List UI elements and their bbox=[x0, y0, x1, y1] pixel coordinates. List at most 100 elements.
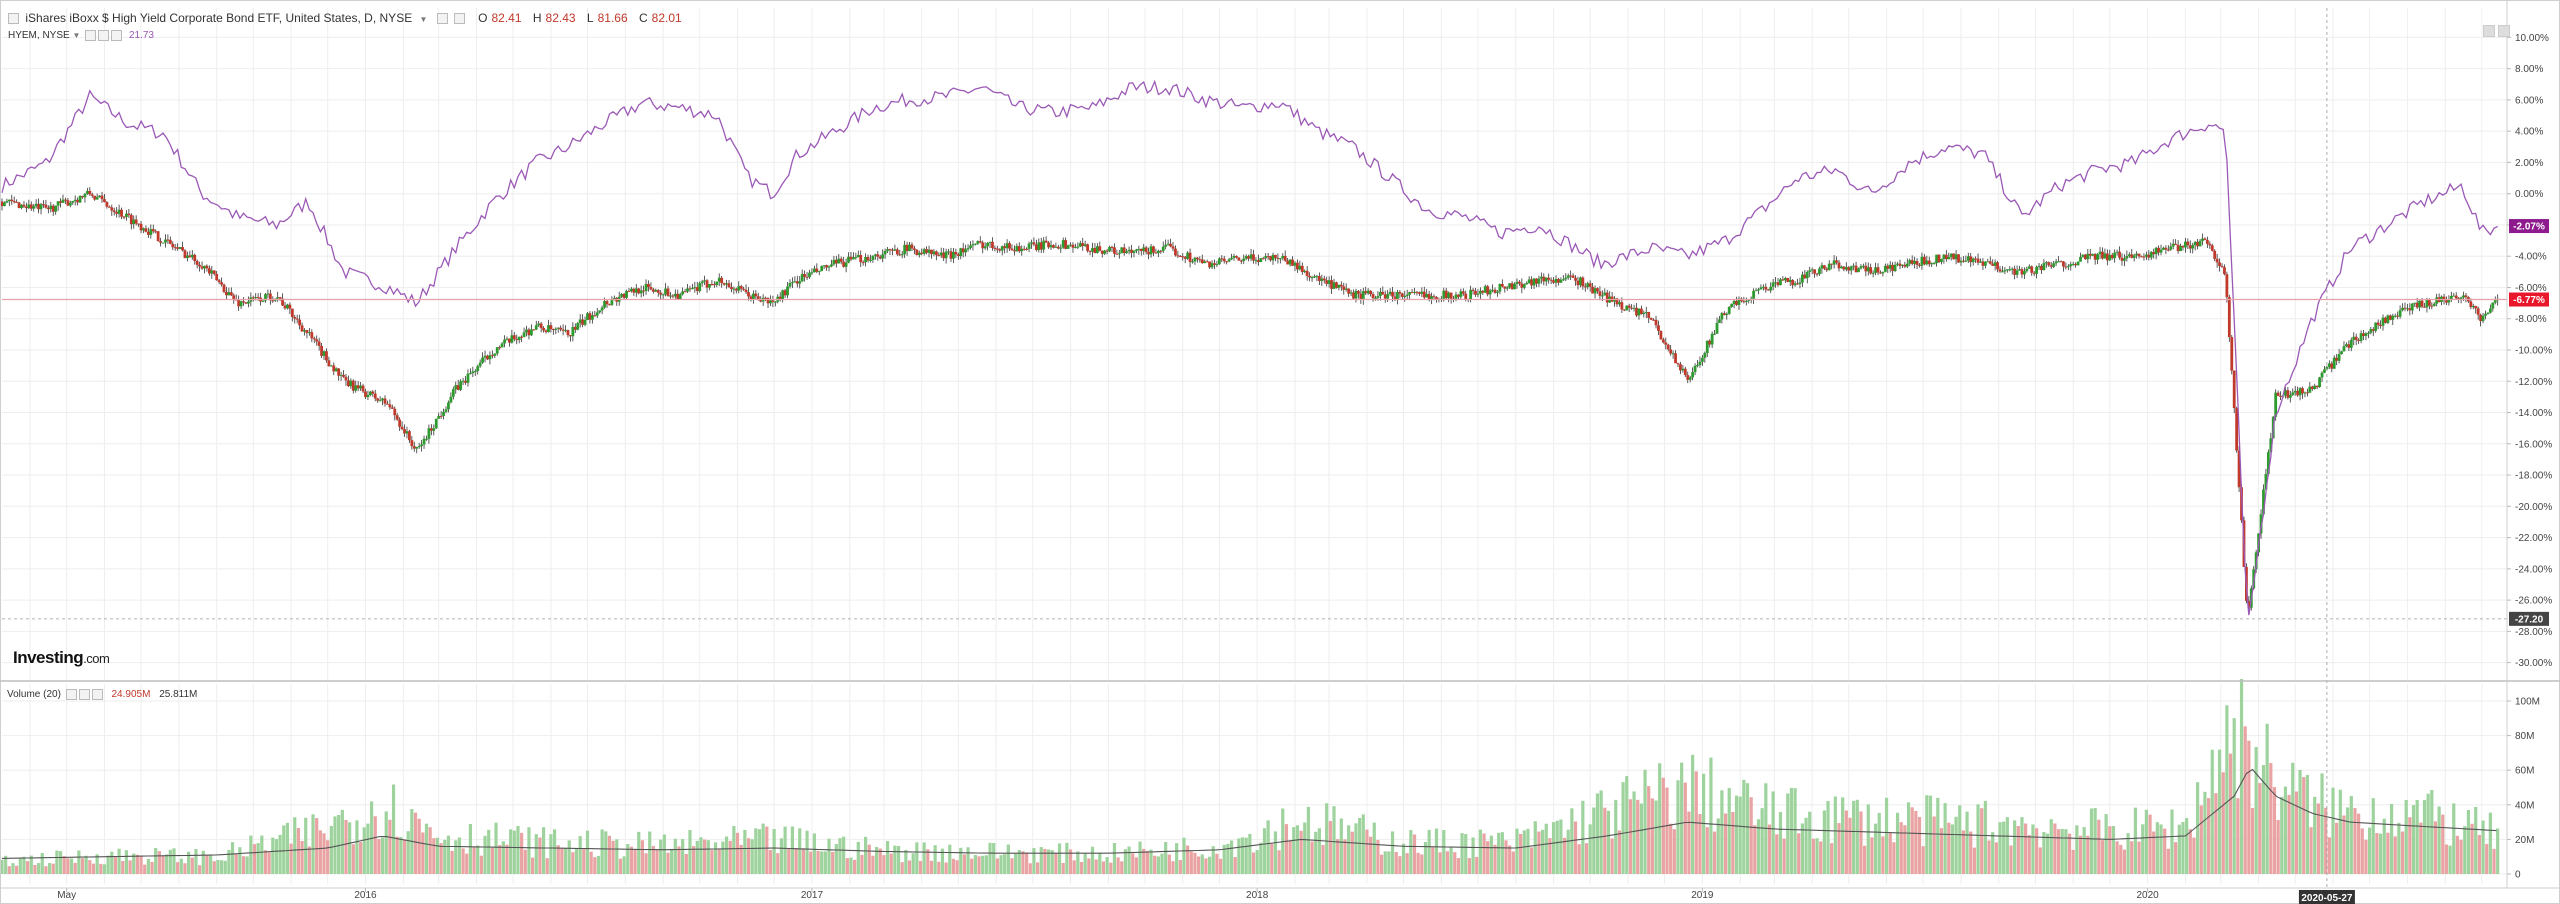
candle-body bbox=[2181, 245, 2185, 248]
volume-eye-icon[interactable] bbox=[65, 689, 77, 700]
volume-bar bbox=[377, 839, 381, 874]
candle-body bbox=[222, 284, 226, 292]
candle bbox=[871, 255, 875, 263]
candle-body bbox=[590, 315, 594, 320]
candle-body bbox=[1859, 266, 1863, 269]
candle-body bbox=[1952, 253, 1956, 260]
candle bbox=[1966, 252, 1970, 263]
candle bbox=[1969, 252, 1973, 267]
compare-eye-icon[interactable] bbox=[85, 30, 97, 41]
candle-body bbox=[883, 250, 887, 255]
pane-close-icon[interactable] bbox=[2498, 25, 2510, 37]
volume-bar bbox=[2002, 821, 2006, 874]
candle-body bbox=[656, 290, 660, 293]
volume-bar bbox=[1145, 850, 1149, 874]
volume-bar bbox=[2433, 821, 2438, 874]
volume-bar bbox=[629, 846, 634, 874]
compare-symbol[interactable]: HYEM, NYSE bbox=[8, 30, 70, 42]
investing-logo: Investing.com bbox=[13, 648, 110, 668]
candle-body bbox=[1769, 286, 1773, 291]
volume-bar bbox=[44, 866, 48, 874]
candle-body bbox=[2423, 306, 2426, 308]
volume-bar bbox=[2441, 814, 2445, 874]
candle bbox=[473, 369, 477, 376]
volume-bar bbox=[1087, 858, 1091, 874]
chevron-down-icon[interactable]: ▼ bbox=[419, 15, 428, 24]
candle bbox=[83, 192, 87, 203]
candle-body bbox=[600, 307, 604, 311]
symbol-title[interactable]: iShares iBoxx $ High Yield Corporate Bon… bbox=[25, 11, 413, 25]
candle bbox=[1518, 280, 1521, 286]
candle-body bbox=[2384, 317, 2387, 323]
candle bbox=[2374, 322, 2378, 333]
candle-body bbox=[2364, 333, 2368, 336]
candle-body bbox=[105, 202, 109, 207]
candle-body bbox=[1744, 300, 1748, 302]
candle-body bbox=[1759, 287, 1763, 290]
candle bbox=[1583, 283, 1587, 292]
volume-tick-label: 60M bbox=[2515, 766, 2534, 777]
candle bbox=[1322, 275, 1326, 284]
candle-body bbox=[2435, 297, 2439, 304]
candle bbox=[2188, 240, 2192, 254]
candle bbox=[995, 245, 999, 254]
compare-close-icon[interactable] bbox=[111, 30, 123, 41]
volume-bar bbox=[695, 840, 699, 874]
candle-body bbox=[2127, 254, 2131, 256]
candle bbox=[2040, 264, 2043, 274]
candle bbox=[903, 240, 907, 258]
volume-settings-icon[interactable] bbox=[78, 689, 90, 700]
volume-bar bbox=[2331, 787, 2335, 874]
candle bbox=[1586, 281, 1590, 290]
candle-body bbox=[1476, 293, 1480, 295]
volume-bar bbox=[2313, 796, 2317, 874]
open-label: O bbox=[478, 11, 488, 25]
volume-bar bbox=[567, 840, 571, 874]
candle bbox=[1754, 288, 1758, 292]
volume-bar bbox=[2203, 791, 2207, 874]
candle bbox=[1979, 258, 1982, 263]
volume-bar bbox=[1775, 834, 1779, 874]
volume-label[interactable]: Volume (20) bbox=[7, 689, 61, 701]
legend-toggle-icon[interactable] bbox=[8, 13, 19, 25]
candle-body bbox=[1520, 283, 1524, 288]
candle-body bbox=[181, 247, 184, 251]
candle-body bbox=[1261, 258, 1265, 260]
candle-body bbox=[1030, 242, 1033, 244]
close-icon[interactable] bbox=[453, 13, 465, 25]
candle bbox=[293, 314, 297, 324]
compare-settings-icon[interactable] bbox=[98, 30, 110, 41]
candle bbox=[2408, 303, 2412, 316]
candle-body bbox=[698, 283, 702, 292]
volume-bar bbox=[520, 832, 524, 874]
candle-body bbox=[1964, 260, 1968, 262]
candle bbox=[1098, 241, 1102, 252]
candle-body bbox=[1435, 297, 1438, 300]
candle bbox=[1066, 244, 1070, 250]
candle-body bbox=[1381, 291, 1385, 295]
candle-body bbox=[1142, 247, 1146, 252]
volume-bar bbox=[1515, 828, 1519, 874]
pane-maximize-icon[interactable] bbox=[2483, 25, 2495, 37]
compare-chevron-icon[interactable]: ▼ bbox=[72, 31, 81, 41]
candle-body bbox=[1181, 256, 1185, 258]
candle-body bbox=[2362, 333, 2365, 336]
candle bbox=[1808, 266, 1812, 278]
settings-icon[interactable] bbox=[436, 13, 448, 25]
candle bbox=[2364, 332, 2368, 341]
candle bbox=[864, 253, 868, 267]
candle-body bbox=[1061, 240, 1065, 248]
candle-body bbox=[1303, 270, 1307, 273]
volume-bar bbox=[2349, 795, 2353, 874]
volume-bar bbox=[545, 858, 549, 874]
volume-close-icon[interactable] bbox=[91, 689, 103, 700]
candle-body bbox=[183, 250, 187, 259]
candle bbox=[2381, 314, 2385, 331]
volume-bar bbox=[2305, 774, 2309, 874]
candle bbox=[798, 276, 802, 289]
candle bbox=[7, 199, 11, 207]
candle bbox=[2291, 388, 2295, 396]
candle bbox=[159, 237, 162, 247]
volume-bar bbox=[637, 831, 641, 874]
